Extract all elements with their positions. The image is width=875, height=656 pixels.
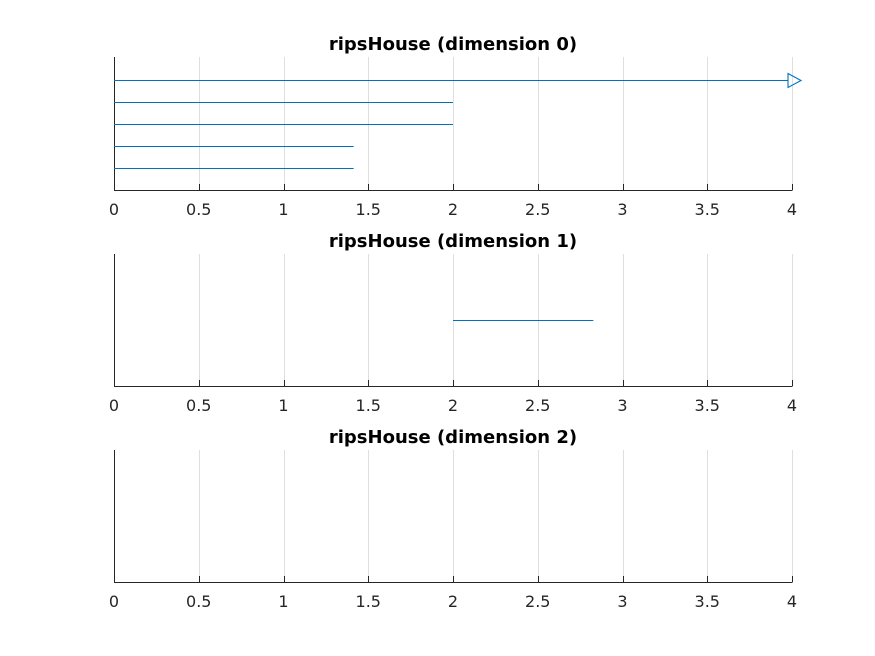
- subplot-title: ripsHouse (dimension 2): [329, 427, 577, 448]
- x-tick-label: 0.5: [186, 200, 211, 219]
- x-tick-label: 1: [278, 200, 288, 219]
- x-tick-label: 1: [278, 592, 288, 611]
- x-tick-label: 1: [278, 396, 288, 415]
- x-tick-label: 3: [617, 592, 627, 611]
- x-tick-label: 4: [787, 592, 797, 611]
- x-tick-label: 2: [448, 396, 458, 415]
- x-tick-label: 2.5: [525, 592, 550, 611]
- x-tick-label: 0: [109, 200, 119, 219]
- x-tick-label: 2: [448, 200, 458, 219]
- subplot-dimension-1: ripsHouse (dimension 1) 0 0.5 1 1.5 2 2.5 3 3.5…: [109, 231, 797, 415]
- subplot-dimension-2: ripsHouse (dimension 2) 0 0.5 1 1.5 2 2.5 3 3.5…: [109, 427, 797, 611]
- x-tick-label: 2.5: [525, 396, 550, 415]
- x-tick-label: 2: [448, 592, 458, 611]
- x-tick-label: 0.5: [186, 396, 211, 415]
- subplot-title: ripsHouse (dimension 0): [329, 34, 577, 55]
- x-tick-label: 4: [787, 396, 797, 415]
- subplot-title: ripsHouse (dimension 1): [329, 231, 577, 252]
- infinite-arrow-marker: [787, 72, 803, 89]
- x-tick-label: 3.5: [695, 200, 720, 219]
- x-tick-label: 1.5: [356, 396, 381, 415]
- x-tick-label: 1.5: [356, 200, 381, 219]
- x-tick-label: 3.5: [695, 592, 720, 611]
- x-tick-label: 0.5: [186, 592, 211, 611]
- x-tick-label: 3: [617, 396, 627, 415]
- x-tick-label: 0: [109, 396, 119, 415]
- x-tick-label: 3.5: [695, 396, 720, 415]
- x-tick-label: 4: [787, 200, 797, 219]
- subplot-dimension-0: ripsHouse (dimension 0) 0 0.5 1 1.5 2 2.5 3 3.5…: [109, 34, 803, 219]
- x-tick-label: 0: [109, 592, 119, 611]
- x-tick-label: 3: [617, 200, 627, 219]
- x-tick-label: 2.5: [525, 200, 550, 219]
- x-tick-label: 1.5: [356, 592, 381, 611]
